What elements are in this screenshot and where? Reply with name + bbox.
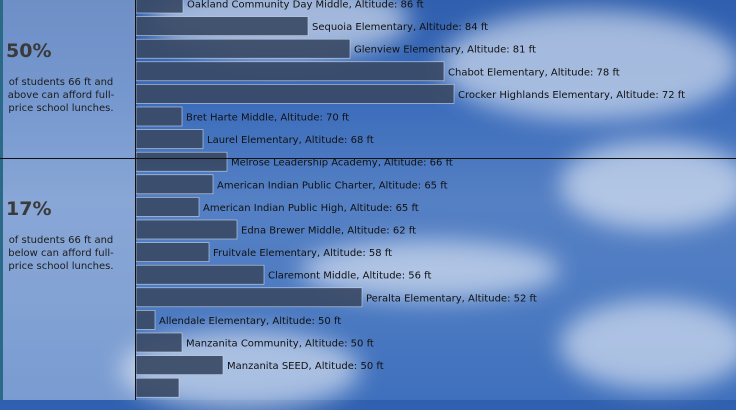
bar-label: Melrose Leadership Academy, Altitude: 66… bbox=[231, 158, 453, 169]
bar[interactable] bbox=[135, 151, 228, 172]
bar[interactable] bbox=[135, 84, 455, 104]
chart-axis bbox=[135, 0, 136, 400]
bar[interactable] bbox=[135, 0, 184, 14]
bar-label: Peralta Elementary, Altitude: 52 ft bbox=[366, 293, 537, 304]
bar[interactable] bbox=[135, 264, 265, 285]
cloud-decoration bbox=[440, 10, 736, 120]
bar-label: Fruitvale Elementary, Altitude: 58 ft bbox=[213, 248, 392, 259]
bar[interactable] bbox=[135, 61, 445, 82]
bar-label: Oakland Community Day Middle, Altitude: … bbox=[187, 0, 424, 11]
bar[interactable] bbox=[135, 219, 238, 240]
bar-label: Allendale Elementary, Altitude: 50 ft bbox=[159, 316, 341, 327]
stat-above: 50% of students 66 ft and above can affo… bbox=[6, 40, 116, 115]
bar[interactable] bbox=[135, 355, 224, 375]
altitude-divider-line bbox=[0, 158, 736, 159]
bar[interactable] bbox=[135, 38, 351, 59]
bar-label: Crocker Highlands Elementary, Altitude: … bbox=[458, 90, 685, 101]
bar-label: Bret Harte Middle, Altitude: 70 ft bbox=[186, 113, 349, 124]
stat-description: of students 66 ft and below can afford f… bbox=[8, 235, 114, 272]
bar-label: Manzanita SEED, Altitude: 50 ft bbox=[227, 361, 384, 372]
bar-label: American Indian Public Charter, Altitude… bbox=[217, 180, 448, 191]
bar[interactable] bbox=[135, 197, 200, 217]
bar-label: Laurel Elementary, Altitude: 68 ft bbox=[207, 135, 374, 146]
stats-sidebar bbox=[0, 0, 136, 400]
bar-label: American Indian Public High, Altitude: 6… bbox=[203, 203, 419, 214]
bar-chart: Oakland Community Day Middle, Altitude: … bbox=[135, 0, 685, 398]
bar[interactable] bbox=[135, 242, 210, 262]
bar[interactable] bbox=[135, 174, 214, 195]
bar-label: Edna Brewer Middle, Altitude: 62 ft bbox=[241, 226, 416, 237]
bar-label: Sequoia Elementary, Altitude: 84 ft bbox=[312, 22, 488, 33]
bar[interactable] bbox=[135, 287, 363, 308]
bar-label: Claremont Middle, Altitude: 56 ft bbox=[268, 271, 431, 282]
bar-label: Chabot Elementary, Altitude: 78 ft bbox=[448, 67, 620, 78]
stat-description: of students 66 ft and above can afford f… bbox=[7, 77, 115, 114]
cloud-decoration bbox=[560, 140, 736, 230]
bar[interactable] bbox=[135, 106, 183, 127]
stat-percent: 17% bbox=[6, 198, 52, 220]
bar[interactable] bbox=[135, 16, 309, 36]
stat-below: 17% of students 66 ft and below can affo… bbox=[6, 198, 116, 273]
bar[interactable] bbox=[135, 377, 180, 398]
bar[interactable] bbox=[135, 332, 183, 353]
bar-label: Glenview Elementary, Altitude: 81 ft bbox=[354, 45, 536, 56]
stat-percent: 50% bbox=[6, 40, 52, 62]
bar[interactable] bbox=[135, 310, 156, 330]
bar-label: Manzanita Community, Altitude: 50 ft bbox=[186, 339, 374, 350]
bar[interactable] bbox=[135, 129, 204, 149]
cloud-decoration bbox=[560, 300, 736, 390]
